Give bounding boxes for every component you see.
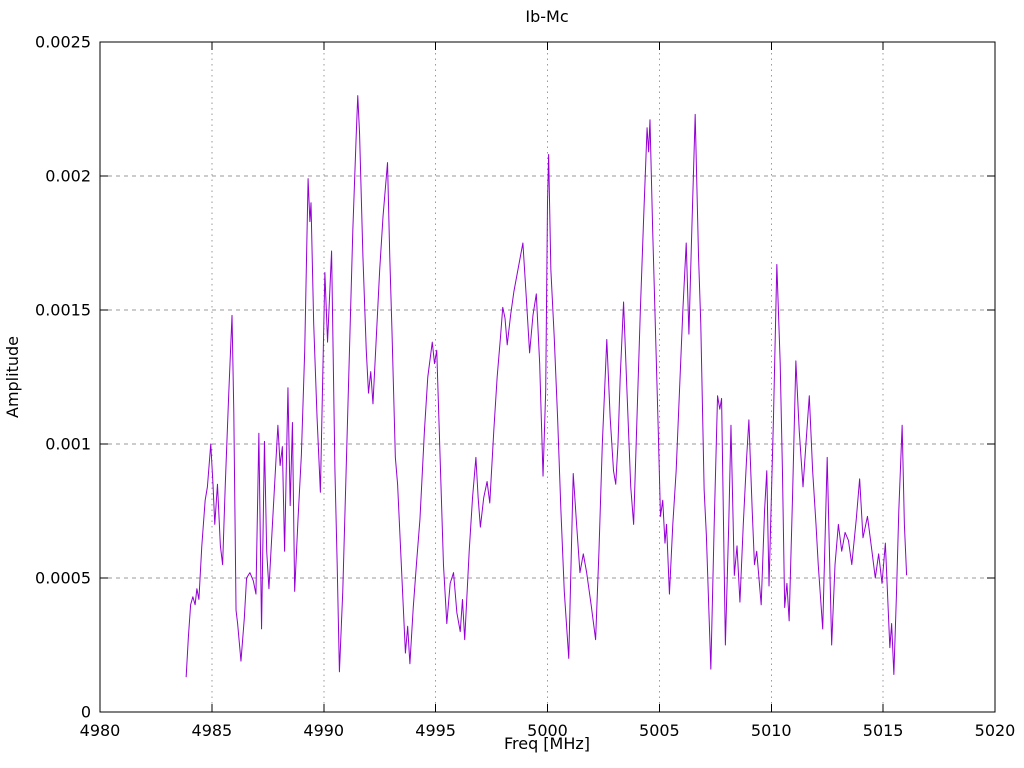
x-tick-label: 5005 (639, 721, 680, 740)
data-series (185, 95, 908, 678)
x-axis-label: Freq [MHz] (504, 734, 590, 753)
data-line (185, 95, 908, 678)
plot-frame (99, 41, 996, 713)
y-tick-label: 0.0025 (35, 33, 91, 52)
x-tick-label: 4980 (80, 721, 121, 740)
x-tick-label: 4990 (303, 721, 344, 740)
x-tick-label: 5010 (751, 721, 792, 740)
y-tick-label: 0 (81, 703, 91, 722)
x-tick-label: 5000 (527, 721, 568, 740)
grid-lines (100, 42, 995, 712)
x-tick-label: 5015 (863, 721, 904, 740)
y-tick-label: 0.0015 (35, 301, 91, 320)
y-tick-label: 0.001 (45, 435, 91, 454)
y-tick-label: 0.002 (45, 167, 91, 186)
tick-labels: 4980 4985 4990 4995 5000 5005 5010 5015 5020 0 0.0… (35, 33, 1015, 741)
y-axis-label: Amplitude (3, 336, 22, 418)
chart-title: Ib-Mc (525, 7, 568, 26)
y-tick-label: 0.0005 (35, 569, 91, 588)
x-tick-label: 4995 (415, 721, 456, 740)
x-tick-label: 4985 (192, 721, 233, 740)
x-tick-label: 5020 (975, 721, 1016, 740)
